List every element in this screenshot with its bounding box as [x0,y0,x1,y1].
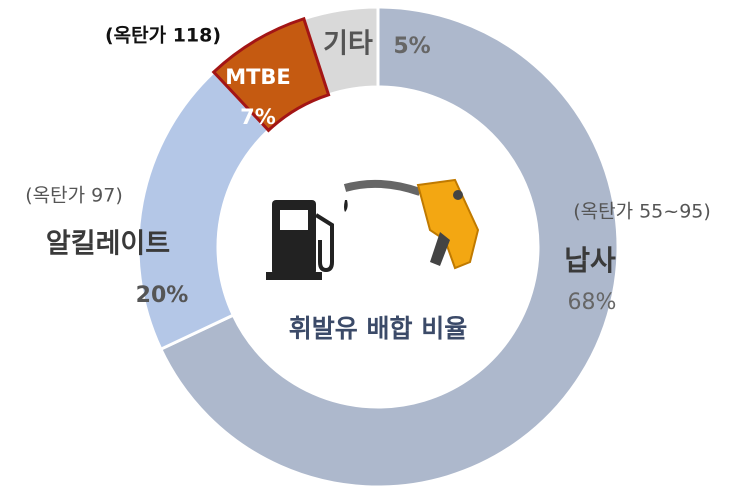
annotation: (옥탄가 118) [105,25,221,47]
category-label: 납사 [564,244,616,277]
annotation: (옥탄가 55~95) [573,201,711,223]
donut-slice [158,5,620,489]
donut [136,5,620,489]
value-label: 68% [568,290,617,315]
donut-slice [211,16,331,133]
category-label: 기타 [323,29,373,60]
value-label: 20% [136,283,189,308]
value-label: 7% [240,105,276,129]
category-label: MTBE [225,65,291,89]
chart-title: 휘발유 배합 비율 [289,314,467,343]
category-label: 알킬레이트 [46,229,170,260]
annotation: (옥탄가 97) [25,185,122,207]
pump-icon [266,178,480,280]
value-label: 5% [393,34,430,59]
